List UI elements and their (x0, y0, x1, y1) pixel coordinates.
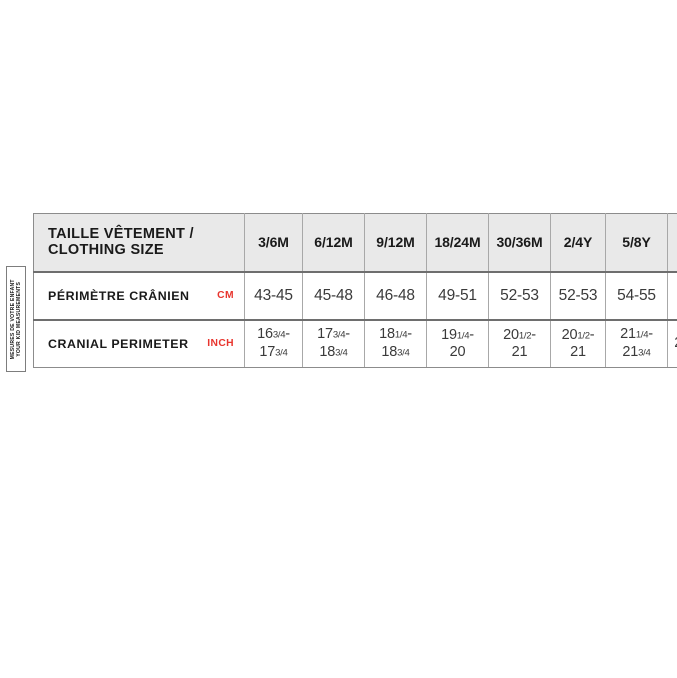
metric-cell-cm: PÉRIMÈTRE CRÂNIEN CM (33, 271, 245, 321)
header-size-10-14y: 10/14Y (667, 213, 677, 273)
value-text: 45-48 (314, 286, 353, 304)
table-row-cm: PÉRIMÈTRE CRÂNIEN CM 43-45 45-48 46-48 4… (33, 271, 677, 321)
value-text: 46-48 (376, 286, 415, 304)
value-text: 43-45 (254, 286, 293, 304)
side-measurement-label-text: MESURES DE VOTRE ENFANT YOUR KID MEASURE… (10, 279, 23, 359)
cell-cm-3-6m: 43-45 (244, 271, 303, 321)
size-label: 2/4Y (563, 234, 593, 251)
value-text: 52-53 (558, 286, 598, 304)
size-label: 6/12M (314, 234, 353, 251)
metric-name-inch: CRANIAL PERIMETER (48, 336, 189, 351)
clothing-size-title-fr: TAILLE VÊTEMENT / (48, 225, 194, 242)
size-label: 9/12M (376, 234, 415, 251)
cell-cm-6-12m: 45-48 (302, 271, 365, 321)
inch-value: 211/4- 213/4 (620, 326, 653, 360)
metric-unit-inch: INCH (207, 338, 234, 350)
size-label: 5/8Y (622, 234, 651, 251)
header-size-6-12m: 6/12M (302, 213, 365, 273)
header-size-9-12m: 9/12M (364, 213, 427, 273)
cell-cm-9-12m: 46-48 (364, 271, 427, 321)
side-label-line-en: YOUR KID MEASUREMENTS (16, 281, 22, 357)
inch-value: 163/4- 173/4 (257, 326, 290, 360)
header-size-18-24m: 18/24M (426, 213, 489, 273)
inch-value: 22-221/2 (668, 335, 677, 352)
value-text: 52-53 (500, 286, 539, 304)
inch-value: 181/4- 183/4 (379, 326, 412, 360)
inch-value: 173/4- 183/4 (317, 326, 350, 360)
cell-cm-30-36m: 52-53 (488, 271, 551, 321)
clothing-size-title: TAILLE VÊTEMENT / CLOTHING SIZE (34, 226, 244, 259)
value-text: 56-57 (668, 287, 677, 305)
inch-value: 201/2- 21 (503, 326, 536, 360)
cell-cm-5-8y: 54-55 (605, 271, 668, 321)
header-size-30-36m: 30/36M (488, 213, 551, 273)
header-title-cell: TAILLE VÊTEMENT / CLOTHING SIZE (33, 213, 245, 273)
side-label-line-fr: MESURES DE VOTRE ENFANT (9, 278, 16, 360)
cell-inch-3-6m: 163/4- 173/4 (244, 319, 303, 368)
inch-value: 201/2- 21 (561, 326, 595, 360)
cell-inch-9-12m: 181/4- 183/4 (364, 319, 427, 368)
header-size-3-6m: 3/6M (244, 213, 303, 273)
metric-cell-inch: CRANIAL PERIMETER INCH (33, 319, 245, 368)
cell-inch-18-24m: 191/4- 20 (426, 319, 489, 368)
size-table: TAILLE VÊTEMENT / CLOTHING SIZE 3/6M 6/1… (33, 213, 677, 368)
cell-cm-10-14y: 56-57 (667, 271, 677, 321)
cell-inch-30-36m: 201/2- 21 (488, 319, 551, 368)
value-text: 49-51 (438, 286, 477, 304)
inch-value: 191/4- 20 (441, 326, 474, 360)
size-label: 10/14Y (668, 234, 677, 250)
clothing-size-title-en: CLOTHING SIZE (48, 242, 164, 259)
size-label: 30/36M (496, 234, 543, 251)
header-size-2-4y: 2/4Y (550, 213, 606, 273)
cell-cm-2-4y: 52-53 (550, 271, 606, 321)
size-label: 3/6M (258, 234, 289, 251)
value-text: 54-55 (617, 286, 656, 304)
size-label: 18/24M (434, 234, 481, 251)
cell-inch-6-12m: 173/4- 183/4 (302, 319, 365, 368)
header-size-5-8y: 5/8Y (605, 213, 668, 273)
cell-inch-5-8y: 211/4- 213/4 (605, 319, 668, 368)
side-measurement-label: MESURES DE VOTRE ENFANT YOUR KID MEASURE… (6, 266, 26, 372)
metric-name-cm: PÉRIMÈTRE CRÂNIEN (48, 288, 190, 303)
table-header-row: TAILLE VÊTEMENT / CLOTHING SIZE 3/6M 6/1… (33, 213, 677, 273)
cell-inch-2-4y: 201/2- 21 (550, 319, 606, 368)
cell-inch-10-14y: 22-221/2 (667, 319, 677, 368)
cell-cm-18-24m: 49-51 (426, 271, 489, 321)
metric-unit-cm: CM (217, 290, 234, 301)
table-row-inch: CRANIAL PERIMETER INCH 163/4- 173/4 173/4… (33, 319, 677, 368)
